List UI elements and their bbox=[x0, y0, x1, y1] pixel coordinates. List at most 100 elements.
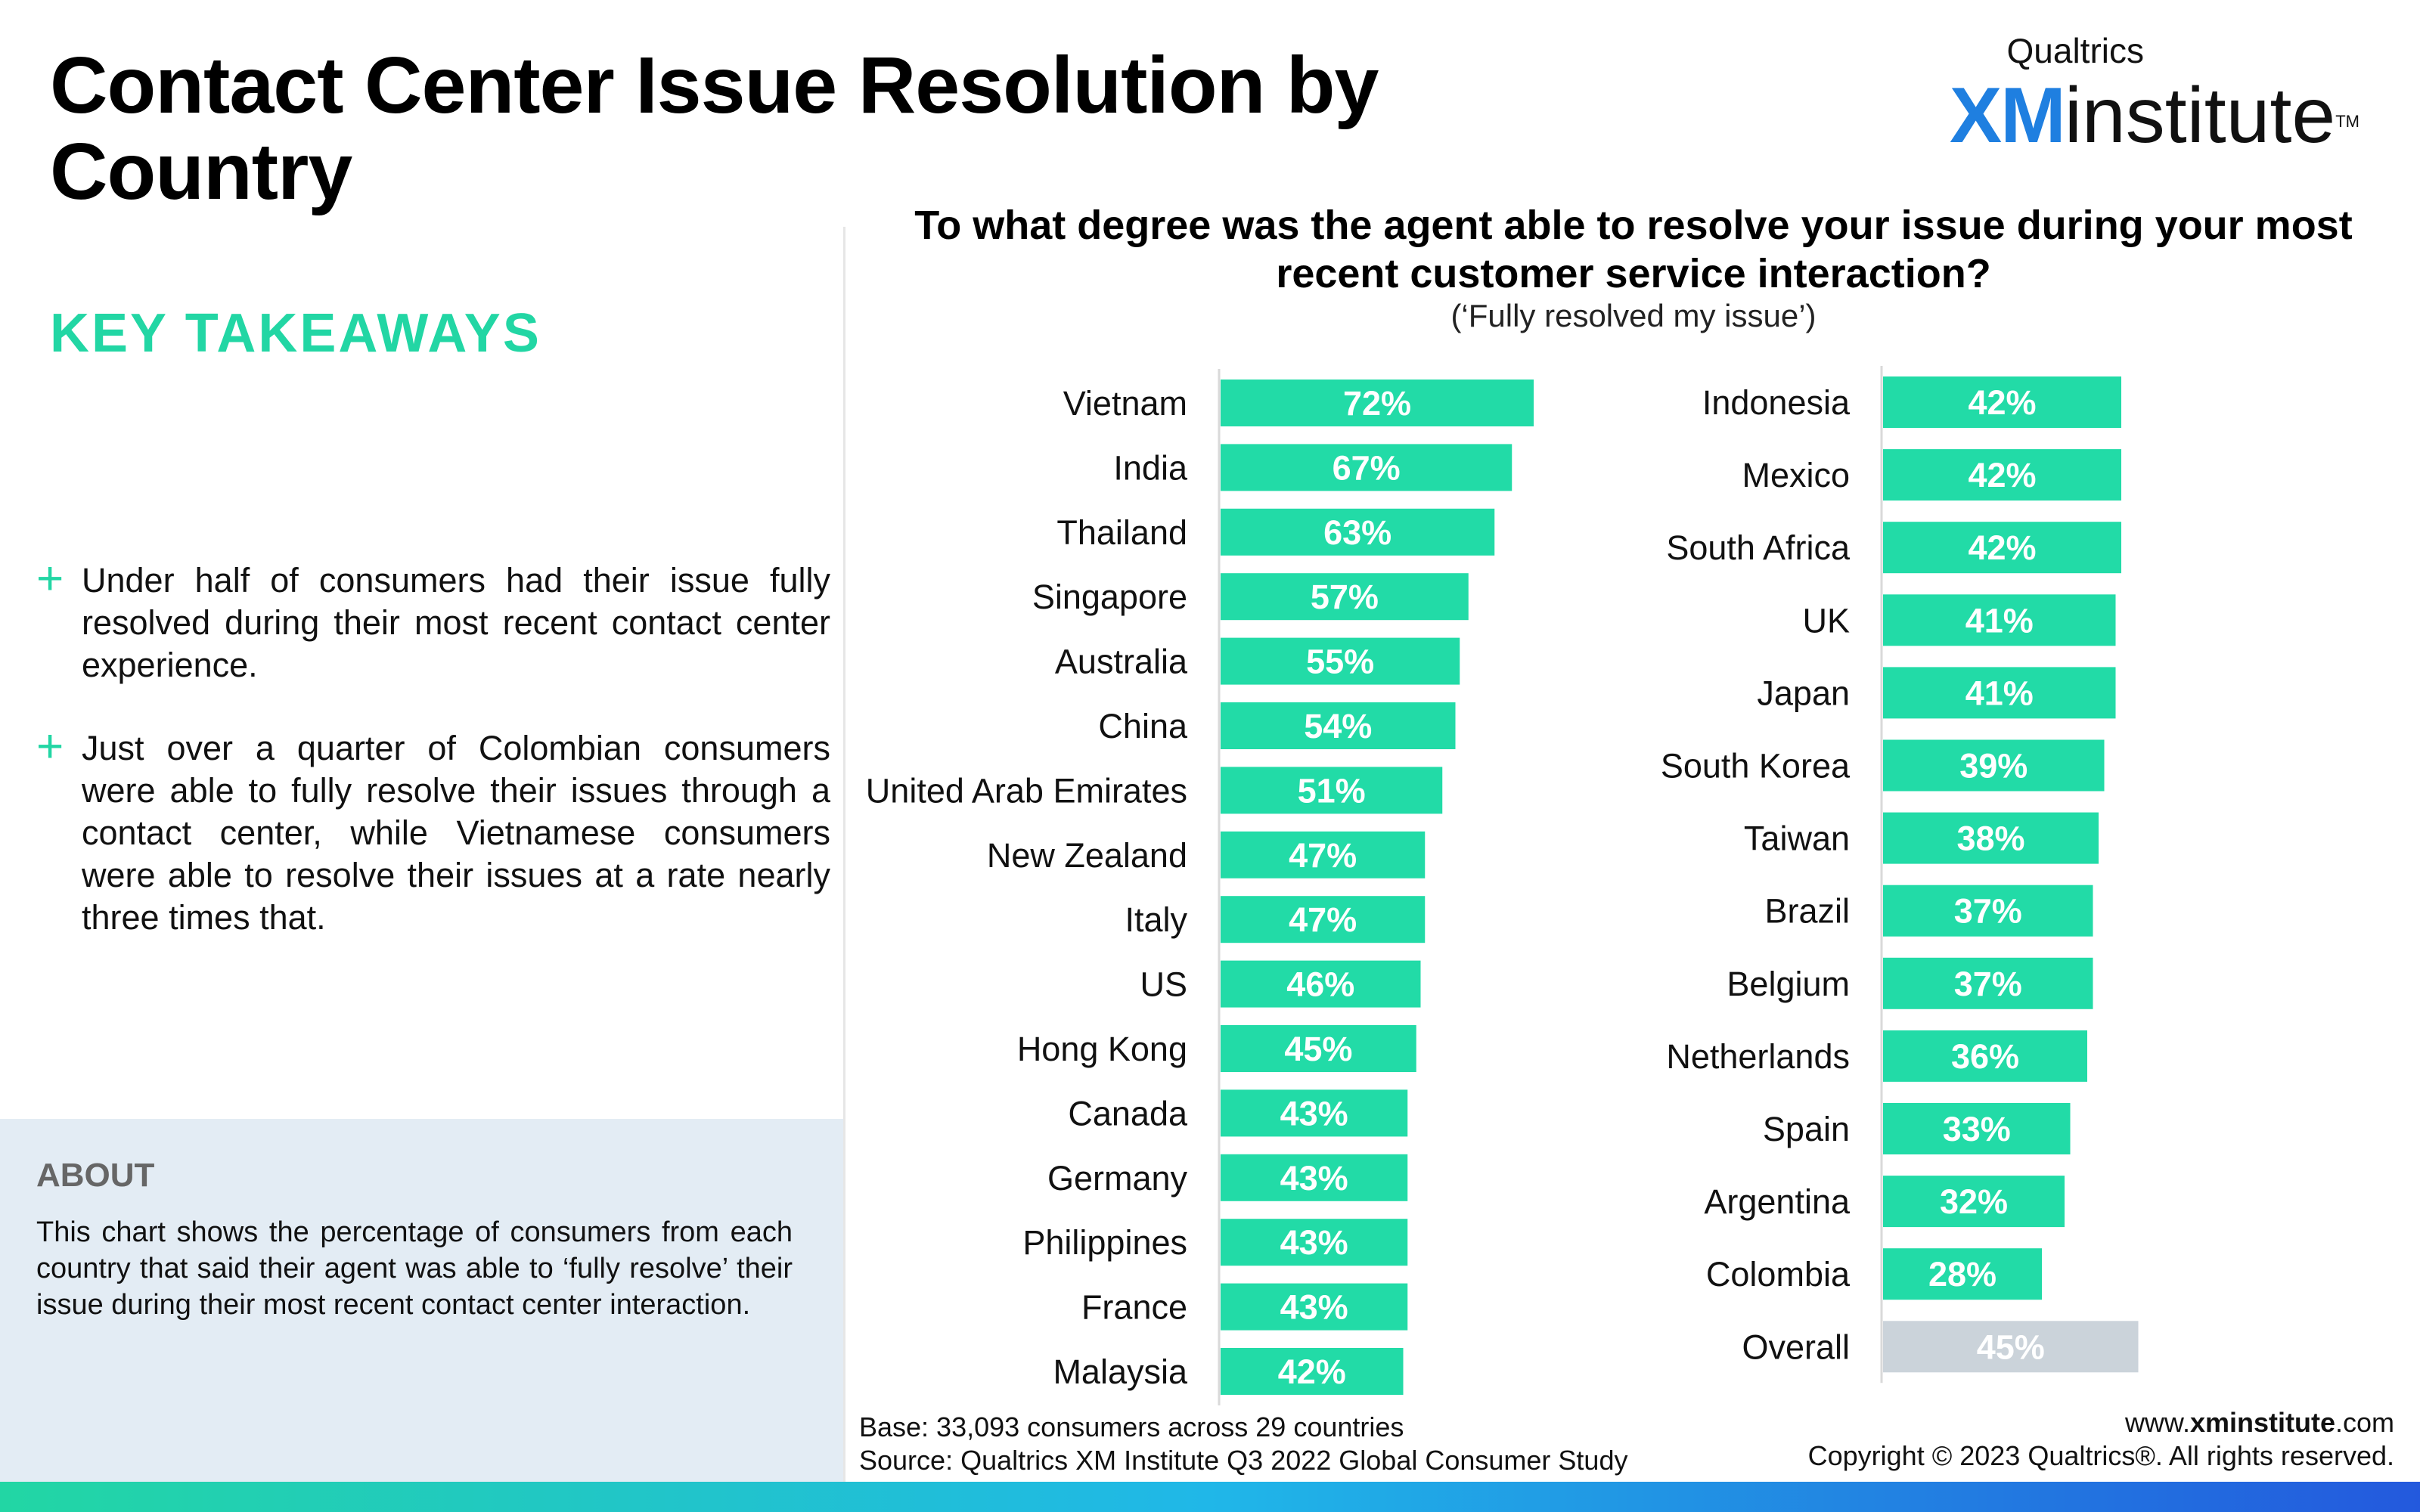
data-label: 28% bbox=[1928, 1255, 1996, 1294]
category-label: Thailand bbox=[1056, 513, 1187, 552]
category-label: Japan bbox=[1757, 674, 1850, 712]
data-label: 54% bbox=[1304, 707, 1372, 745]
bar bbox=[1221, 896, 1426, 943]
data-label: 42% bbox=[1278, 1352, 1346, 1391]
category-label: Argentina bbox=[1704, 1182, 1851, 1221]
category-label: India bbox=[1113, 448, 1188, 487]
category-label: UK bbox=[1802, 601, 1850, 640]
category-label: Italy bbox=[1125, 900, 1187, 939]
data-label: 45% bbox=[1977, 1328, 2045, 1366]
bar bbox=[1883, 1030, 2087, 1082]
source-note: Source: Qualtrics XM Institute Q3 2022 G… bbox=[859, 1445, 1628, 1476]
data-label: 41% bbox=[1965, 601, 2034, 640]
data-label: 37% bbox=[1954, 965, 2022, 1003]
bar bbox=[1221, 1154, 1408, 1201]
bar bbox=[1221, 508, 1495, 556]
category-label: South Korea bbox=[1661, 747, 1851, 785]
bar bbox=[1221, 960, 1421, 1008]
plus-icon: + bbox=[36, 553, 64, 605]
data-label: 37% bbox=[1954, 892, 2022, 931]
about-text: This chart shows the percentage of consu… bbox=[36, 1216, 793, 1321]
data-label: 55% bbox=[1306, 643, 1374, 681]
category-label: Colombia bbox=[1706, 1255, 1851, 1294]
takeaway-text: Under half of consumers had their issue … bbox=[82, 561, 830, 684]
bar bbox=[1883, 1176, 2065, 1228]
category-label: Hong Kong bbox=[1017, 1030, 1187, 1068]
base-note: Base: 33,093 consumers across 29 countri… bbox=[859, 1411, 1404, 1442]
chart-title: To what degree was the agent able to res… bbox=[914, 203, 2353, 296]
bar bbox=[1883, 885, 2093, 937]
bar bbox=[1221, 444, 1512, 491]
bar bbox=[1883, 667, 2116, 719]
section-divider bbox=[843, 227, 845, 1482]
data-label: 41% bbox=[1965, 674, 2034, 712]
data-label: 43% bbox=[1280, 1288, 1348, 1327]
category-label: Netherlands bbox=[1666, 1037, 1850, 1076]
bar bbox=[1221, 1219, 1408, 1266]
data-label: 38% bbox=[1956, 820, 2024, 858]
category-label: Australia bbox=[1055, 643, 1188, 681]
bar bbox=[1883, 449, 2121, 501]
data-label: 57% bbox=[1311, 578, 1379, 616]
key-takeaways-heading: KEY TAKEAWAYS bbox=[50, 303, 541, 364]
brand-wordmark: XMinstituteTM bbox=[1950, 74, 2360, 157]
plus-icon: + bbox=[36, 720, 64, 773]
bar bbox=[1221, 1283, 1408, 1331]
gradient-bar bbox=[0, 1482, 2420, 1512]
bar bbox=[1221, 1348, 1404, 1395]
bar bbox=[1883, 1103, 2071, 1154]
chart-subtitle: (‘Fully resolved my issue’) bbox=[1450, 298, 1817, 333]
data-label: 72% bbox=[1343, 384, 1411, 423]
chart-footnote: Base: 33,093 consumers across 29 countri… bbox=[859, 1411, 1627, 1477]
data-label: 36% bbox=[1951, 1037, 2019, 1076]
brand-institute: institute bbox=[2064, 72, 2336, 160]
category-label: Philippines bbox=[1022, 1223, 1187, 1262]
data-label: 42% bbox=[1968, 528, 2036, 567]
category-label: Spain bbox=[1763, 1110, 1850, 1148]
bar bbox=[1221, 573, 1469, 621]
copyright-block: www.xminstitute.com Copyright © 2023 Qua… bbox=[1808, 1406, 2394, 1473]
data-label: 47% bbox=[1289, 836, 1357, 875]
page-title: Contact Center Issue Resolution by Count… bbox=[50, 41, 1379, 216]
data-label: 51% bbox=[1298, 771, 1366, 810]
data-label: 46% bbox=[1286, 965, 1354, 1004]
bar bbox=[1883, 812, 2099, 864]
bar bbox=[1883, 1248, 2042, 1300]
data-label: 43% bbox=[1280, 1094, 1348, 1132]
category-label: Vietnam bbox=[1063, 384, 1187, 423]
bar bbox=[1221, 637, 1460, 685]
category-label: China bbox=[1098, 707, 1188, 745]
bar bbox=[1883, 739, 2105, 792]
data-label: 43% bbox=[1280, 1159, 1348, 1198]
url-suffix: .com bbox=[2335, 1407, 2394, 1438]
bar bbox=[1221, 1089, 1408, 1137]
bar bbox=[1883, 376, 2121, 428]
bar bbox=[1221, 702, 1456, 749]
bar bbox=[1221, 1025, 1416, 1072]
data-label: 42% bbox=[1968, 383, 2036, 422]
category-label: United Arab Emirates bbox=[866, 771, 1187, 810]
category-label: Indonesia bbox=[1702, 383, 1851, 422]
takeaway-text: Just over a quarter of Colombian consume… bbox=[82, 729, 830, 937]
bar bbox=[1883, 594, 2116, 646]
url-prefix: www. bbox=[2124, 1407, 2190, 1438]
data-label: 47% bbox=[1289, 900, 1357, 939]
category-label: New Zealand bbox=[987, 836, 1187, 875]
category-label: South Africa bbox=[1666, 528, 1851, 567]
category-label: Malaysia bbox=[1053, 1352, 1188, 1391]
about-panel: ABOUT This chart shows the percentage of… bbox=[0, 1119, 843, 1482]
category-label: Taiwan bbox=[1744, 820, 1850, 858]
bar bbox=[1221, 831, 1426, 878]
data-label: 39% bbox=[1959, 747, 2028, 785]
website-link[interactable]: www.xminstitute.com bbox=[1808, 1406, 2394, 1439]
brand-trademark: TM bbox=[2335, 112, 2360, 131]
category-label: Singapore bbox=[1032, 578, 1187, 616]
data-label: 32% bbox=[1940, 1182, 2008, 1221]
bar bbox=[1221, 380, 1534, 426]
data-label: 67% bbox=[1333, 448, 1401, 487]
category-label: Germany bbox=[1047, 1159, 1188, 1198]
bar bbox=[1883, 957, 2093, 1009]
about-heading: ABOUT bbox=[36, 1157, 155, 1194]
data-label: 42% bbox=[1968, 456, 2036, 494]
